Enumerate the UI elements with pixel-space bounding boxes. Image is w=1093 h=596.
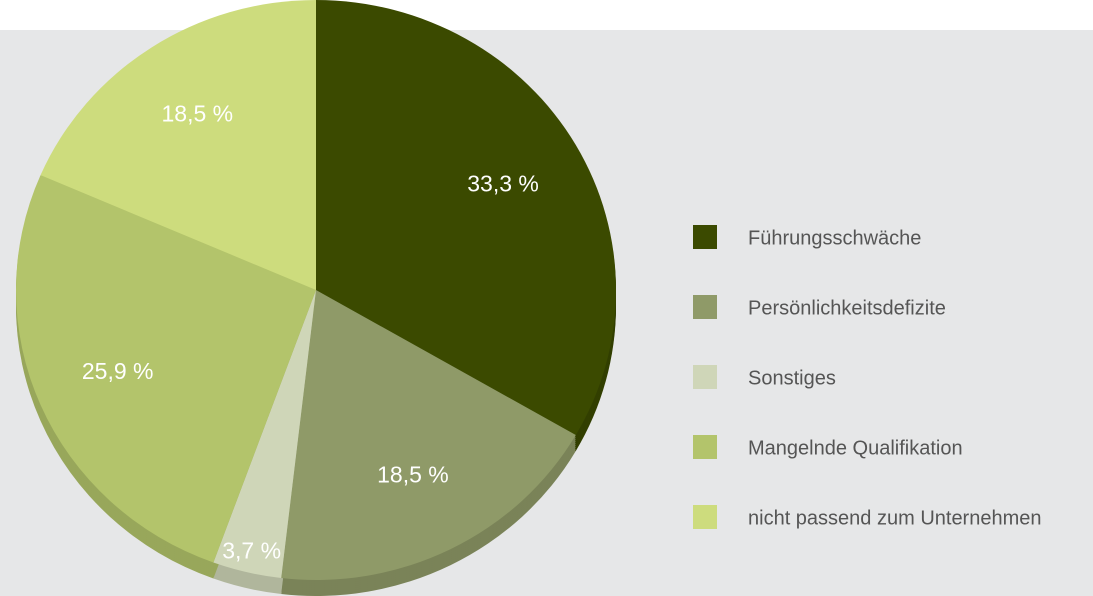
legend-swatch bbox=[693, 295, 717, 319]
slice bbox=[213, 290, 316, 579]
legend-label: nicht passend zum Unternehmen bbox=[748, 507, 1042, 529]
data-label: 33,3 % bbox=[467, 171, 539, 197]
legend-swatch bbox=[693, 225, 717, 249]
slice bbox=[40, 0, 317, 290]
legend-swatch bbox=[693, 435, 717, 459]
data-label: 18,5 % bbox=[162, 101, 234, 127]
slice bbox=[16, 175, 317, 563]
data-labels: 33,3 % 18,5 % 3,7 % 25,9 % 18,5 % bbox=[82, 101, 539, 564]
slice bbox=[316, 0, 616, 435]
data-label: 3,7 % bbox=[222, 538, 281, 564]
legend-swatch bbox=[693, 365, 717, 389]
legend-label: Persönlichkeitsdefizite bbox=[748, 297, 946, 319]
data-label: 18,5 % bbox=[377, 462, 449, 488]
pie-faces bbox=[16, 0, 616, 580]
legend-label: Führungsschwäche bbox=[748, 227, 921, 249]
data-label: 25,9 % bbox=[82, 358, 154, 384]
legend-label: Sonstiges bbox=[748, 367, 836, 389]
slice bbox=[281, 290, 576, 580]
legend-swatch bbox=[693, 505, 717, 529]
legend-label: Mangelnde Qualifikation bbox=[748, 437, 963, 459]
legend: Führungsschwäche Persönlichkeitsdefizite S… bbox=[693, 225, 1042, 529]
